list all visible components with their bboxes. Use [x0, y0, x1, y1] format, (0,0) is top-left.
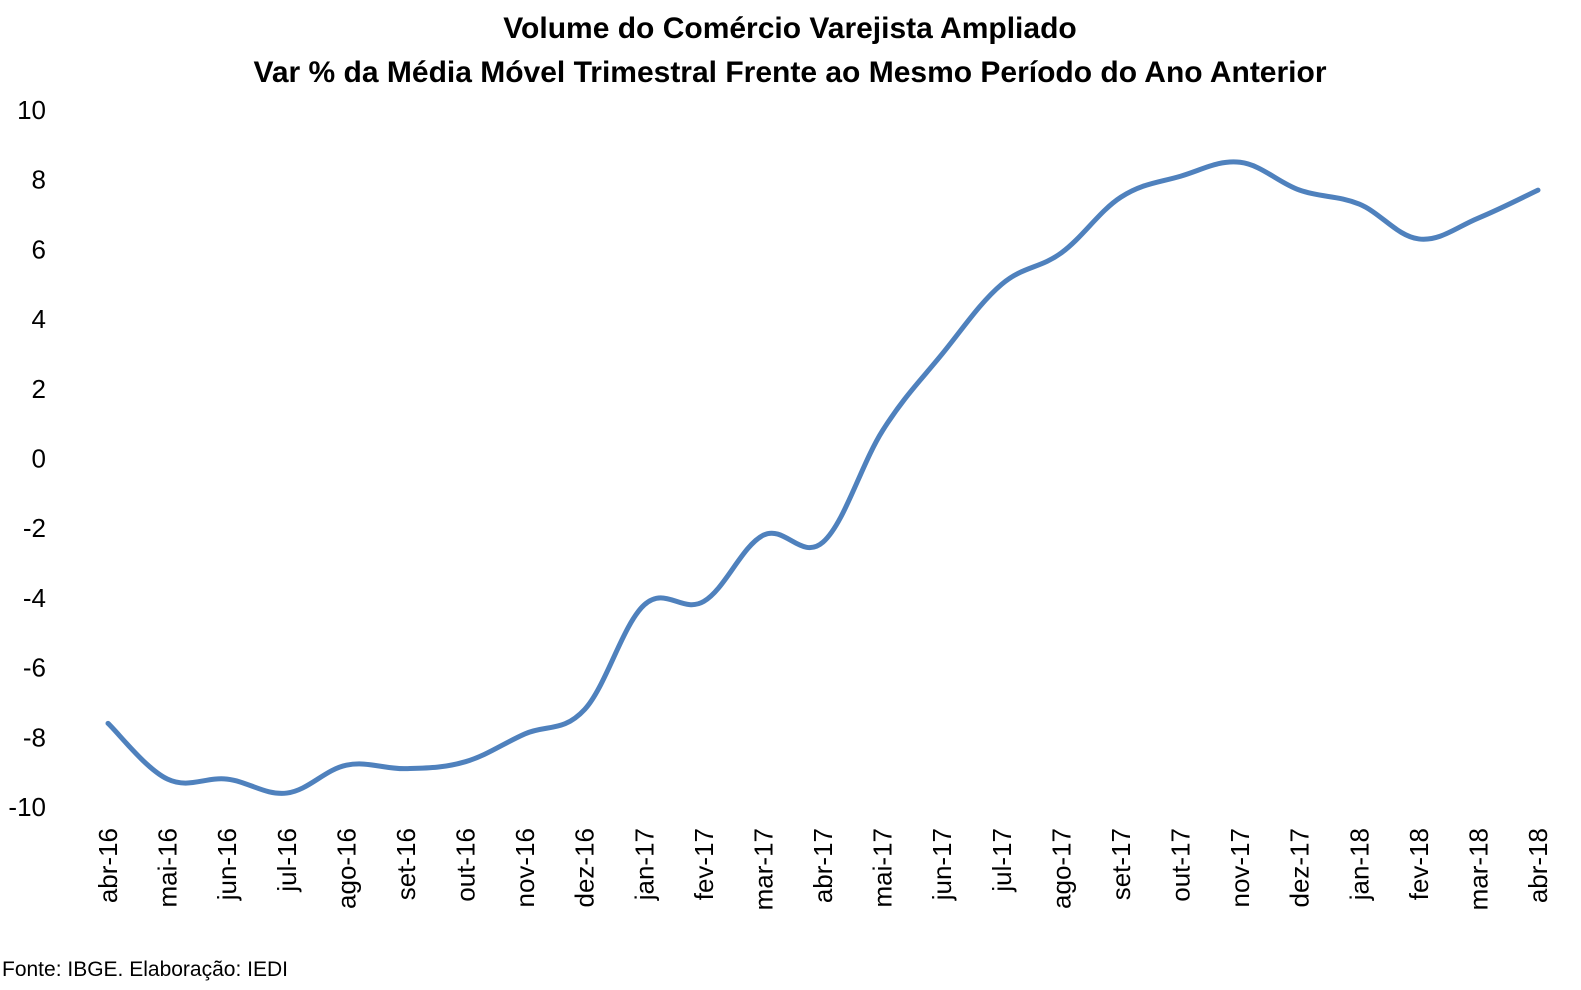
- data-point: [641, 602, 647, 608]
- x-tick-label: mai-16: [153, 828, 183, 907]
- data-point: [1118, 194, 1124, 200]
- data-point: [701, 598, 707, 604]
- x-tick-label: mar-18: [1463, 828, 1493, 910]
- y-tick-label: -6: [23, 653, 46, 683]
- data-point: [880, 428, 886, 434]
- x-tick-label: nov-16: [510, 828, 540, 908]
- data-point: [343, 762, 349, 768]
- x-tick-label: out-17: [1166, 828, 1196, 902]
- data-point: [463, 759, 469, 765]
- data-point: [224, 776, 230, 782]
- data-point: [1416, 236, 1422, 242]
- x-tick-label: jul-16: [272, 828, 302, 893]
- x-tick-label: jun-16: [212, 828, 242, 901]
- data-point: [522, 731, 528, 737]
- chart-subtitle: Var % da Média Móvel Trimestral Frente a…: [253, 56, 1326, 89]
- x-tick-label: set-17: [1106, 828, 1136, 900]
- data-point: [1237, 159, 1243, 165]
- x-tick-label: fev-17: [689, 828, 719, 900]
- x-tick-label: abr-18: [1523, 828, 1553, 903]
- data-point: [939, 351, 945, 357]
- y-tick-label: -4: [23, 583, 46, 613]
- plot-area: [105, 159, 1541, 796]
- source-note: Fonte: IBGE. Elaboração: IEDI: [2, 958, 288, 981]
- y-tick-label: 10: [17, 95, 46, 125]
- y-tick-label: -10: [8, 792, 46, 822]
- data-point: [284, 790, 290, 796]
- x-tick-label: set-16: [391, 828, 421, 900]
- data-point: [1356, 201, 1362, 207]
- x-tick-label: ago-17: [1046, 828, 1076, 909]
- x-tick-label: mar-17: [748, 828, 778, 910]
- chart-title: Volume do Comércio Varejista Ampliado: [503, 12, 1076, 45]
- data-point: [403, 766, 409, 772]
- x-tick-label: jan-18: [1344, 828, 1374, 901]
- x-tick-label: fev-18: [1404, 828, 1434, 900]
- y-tick-label: 0: [32, 444, 46, 474]
- y-tick-label: -2: [23, 513, 46, 543]
- series-line: [105, 159, 1541, 796]
- y-axis: 10 8 6 4 2 0 -2 -4 -6 -8 -10: [8, 95, 46, 822]
- data-point: [1475, 215, 1481, 221]
- data-point: [1297, 187, 1303, 193]
- x-tick-label: jun-17: [927, 828, 957, 901]
- x-tick-label: nov-17: [1225, 828, 1255, 908]
- data-point: [165, 776, 171, 782]
- x-tick-label: abr-16: [93, 828, 123, 903]
- x-axis: abr-16 mai-16 jun-16 jul-16 ago-16 set-16 out-…: [93, 828, 1553, 910]
- data-point: [999, 281, 1005, 287]
- x-tick-label: dez-16: [570, 828, 600, 908]
- data-point: [582, 706, 588, 712]
- data-point: [1178, 173, 1184, 179]
- y-tick-label: 8: [32, 165, 46, 195]
- x-tick-label: dez-17: [1285, 828, 1315, 908]
- y-tick-label: 6: [32, 234, 46, 264]
- x-tick-label: out-16: [451, 828, 481, 902]
- data-point: [1058, 250, 1064, 256]
- x-tick-label: jan-17: [629, 828, 659, 901]
- x-tick-label: abr-17: [808, 828, 838, 903]
- y-tick-label: 4: [32, 304, 46, 334]
- y-tick-label: 2: [32, 374, 46, 404]
- data-point: [1535, 187, 1541, 193]
- data-point: [760, 532, 766, 538]
- data-point: [105, 720, 111, 726]
- x-tick-label: jul-17: [987, 828, 1017, 893]
- data-point: [820, 539, 826, 545]
- x-tick-label: ago-16: [331, 828, 361, 909]
- x-tick-label: mai-17: [868, 828, 898, 907]
- y-tick-label: -8: [23, 722, 46, 752]
